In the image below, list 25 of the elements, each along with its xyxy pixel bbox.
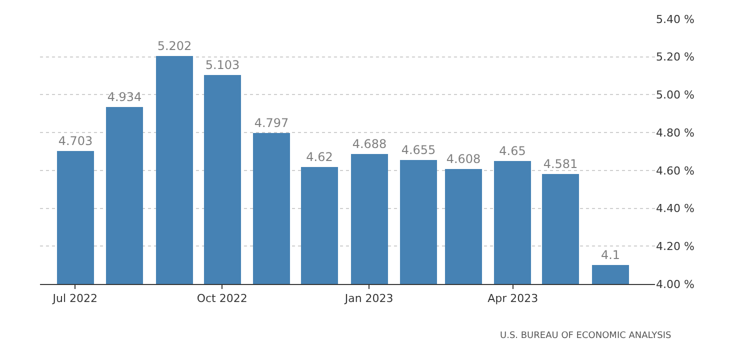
- y-tick-label: 5.40 %: [656, 12, 694, 26]
- x-tick-label: Jan 2023: [344, 292, 394, 306]
- data-label: 4.608: [446, 152, 481, 166]
- x-tick-label: Apr 2023: [488, 292, 538, 306]
- data-label: 4.797: [254, 116, 289, 130]
- y-tick-label: 4.80 %: [656, 126, 694, 140]
- y-tick-label: 4.00 %: [656, 278, 694, 291]
- data-label: 4.703: [58, 134, 93, 148]
- data-label: 4.581: [543, 157, 578, 171]
- text: U.S. BUREAU OF ECONOMIC ANALYSIS: [500, 331, 672, 341]
- y-tick-label: 4.20 %: [656, 240, 694, 253]
- data-label: 4.62: [306, 150, 333, 164]
- data-label: 5.103: [205, 58, 240, 72]
- data-label: 4.65: [499, 144, 526, 158]
- data-label: 4.688: [352, 137, 387, 151]
- y-tick-label: 4.40 %: [656, 202, 694, 216]
- data-label: 4.655: [401, 143, 436, 157]
- x-tick-label: Oct 2022: [196, 292, 248, 306]
- data-label: 5.202: [157, 39, 192, 53]
- data-label: 4.934: [107, 90, 142, 104]
- y-tick-label: 5.20 %: [656, 50, 694, 64]
- y-tick-label: 4.60 %: [656, 164, 694, 178]
- y-tick-label: 5.00 %: [656, 88, 694, 102]
- x-tick-label: Jul 2022: [52, 292, 98, 306]
- data-label: 4.1: [600, 248, 620, 262]
